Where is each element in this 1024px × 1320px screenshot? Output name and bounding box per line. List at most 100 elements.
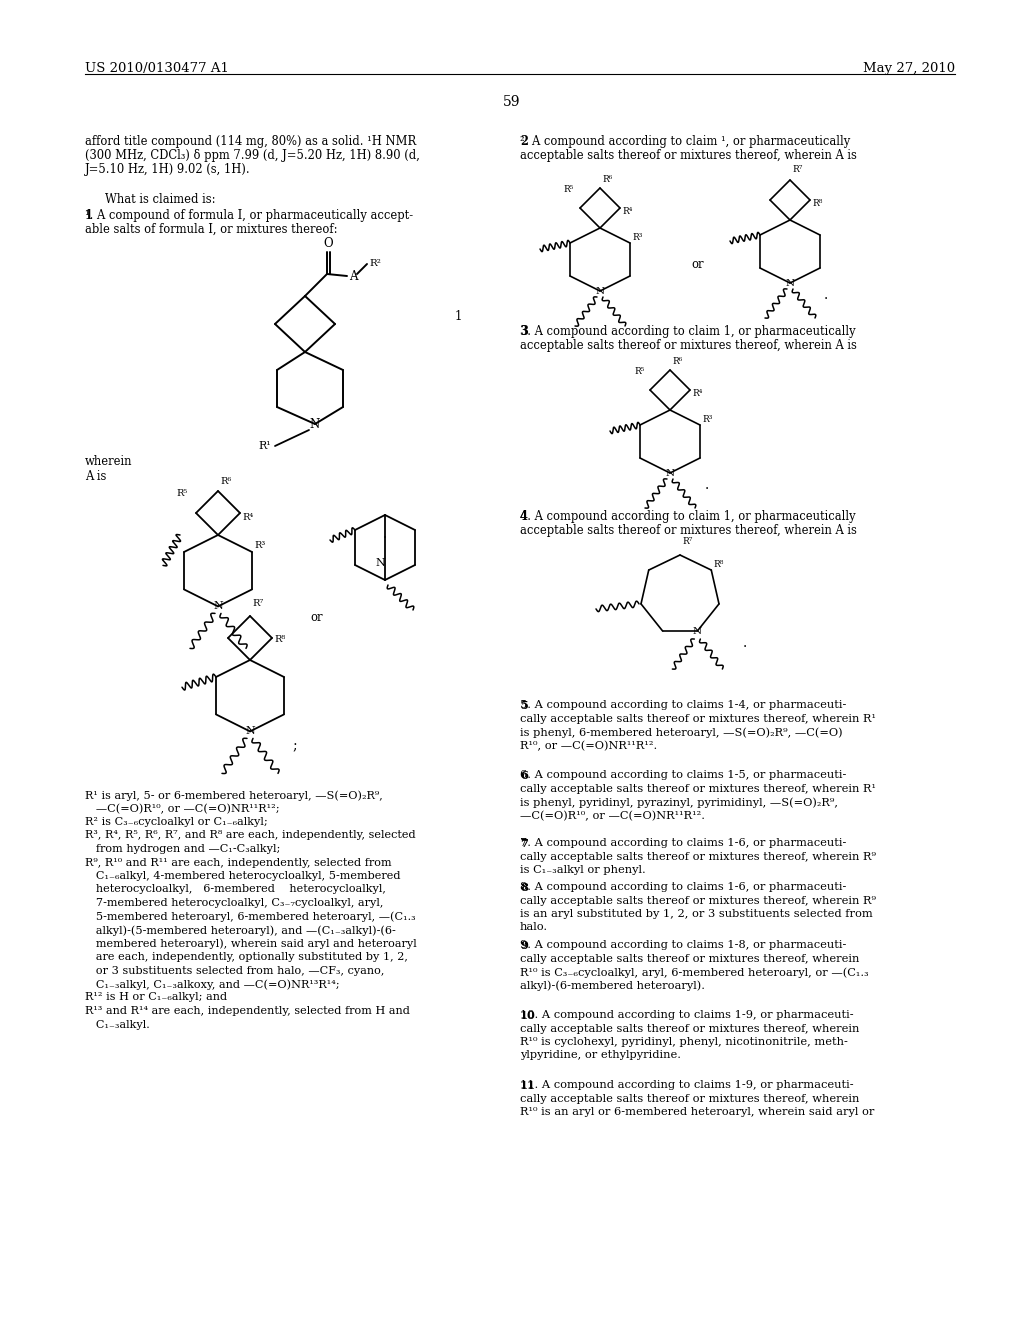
Text: is an aryl substituted by 1, 2, or 3 substituents selected from: is an aryl substituted by 1, 2, or 3 sub… [520,909,872,919]
Text: N: N [375,558,385,568]
Text: US 2010/0130477 A1: US 2010/0130477 A1 [85,62,229,75]
Text: R⁶: R⁶ [672,358,682,367]
Text: R⁷: R⁷ [682,536,692,545]
Text: N: N [245,726,255,737]
Text: 8. A compound according to claims 1-6, or pharmaceuti-: 8. A compound according to claims 1-6, o… [520,882,847,892]
Text: wherein: wherein [85,455,132,469]
Text: 4. A compound according to claim 1, or pharmaceutically: 4. A compound according to claim 1, or p… [520,510,856,523]
Text: afford title compound (114 mg, 80%) as a solid. ¹H NMR: afford title compound (114 mg, 80%) as a… [85,135,416,148]
Text: R¹³ and R¹⁴ are each, independently, selected from H and: R¹³ and R¹⁴ are each, independently, sel… [85,1006,410,1016]
Text: heterocycloalkyl,   6-membered    heterocycloalkyl,: heterocycloalkyl, 6-membered heterocyclo… [85,884,386,895]
Text: 10. A compound according to claims 1-9, or pharmaceuti-: 10. A compound according to claims 1-9, … [520,1010,854,1020]
Text: —C(=O)R¹⁰, or —C(=O)NR¹¹R¹²;: —C(=O)R¹⁰, or —C(=O)NR¹¹R¹²; [85,804,280,814]
Text: 10: 10 [520,1010,536,1020]
Text: R¹⁰ is C₃₋₆cycloalkyl, aryl, 6-membered heteroaryl, or —(C₁.₃: R¹⁰ is C₃₋₆cycloalkyl, aryl, 6-membered … [520,968,868,978]
Text: R²: R² [369,260,381,268]
Text: is phenyl, 6-membered heteroaryl, —S(=O)₂R⁹, —C(=O): is phenyl, 6-membered heteroaryl, —S(=O)… [520,727,843,738]
Text: R⁴: R⁴ [622,206,633,215]
Text: C₁₋₃alkyl, C₁₋₃alkoxy, and —C(=O)NR¹³R¹⁴;: C₁₋₃alkyl, C₁₋₃alkoxy, and —C(=O)NR¹³R¹⁴… [85,979,340,990]
Text: R⁴: R⁴ [242,512,253,521]
Text: 2: 2 [520,135,528,148]
Text: R⁷: R⁷ [252,599,263,609]
Text: halo.: halo. [520,923,548,932]
Text: R⁵: R⁵ [635,367,645,376]
Text: cally acceptable salts thereof or mixtures thereof, wherein R⁹: cally acceptable salts thereof or mixtur… [520,895,876,906]
Text: R³: R³ [702,414,713,424]
Text: 5-membered heteroaryl, 6-membered heteroaryl, —(C₁.₃: 5-membered heteroaryl, 6-membered hetero… [85,912,416,923]
Text: R⁵: R⁵ [563,186,574,194]
Text: 5: 5 [520,700,527,711]
Text: .: . [705,478,710,492]
Text: cally acceptable salts thereof or mixtures thereof, wherein: cally acceptable salts thereof or mixtur… [520,1023,859,1034]
Text: May 27, 2010: May 27, 2010 [863,62,955,75]
Text: N: N [666,469,675,478]
Text: R³, R⁴, R⁵, R⁶, R⁷, and R⁸ are each, independently, selected: R³, R⁴, R⁵, R⁶, R⁷, and R⁸ are each, ind… [85,830,416,841]
Text: 3: 3 [520,325,528,338]
Text: R⁸: R⁸ [274,635,286,644]
Text: acceptable salts thereof or mixtures thereof, wherein A is: acceptable salts thereof or mixtures the… [520,339,857,352]
Text: alkyl)-(6-membered heteroaryl).: alkyl)-(6-membered heteroaryl). [520,981,705,991]
Text: R¹ is aryl, 5- or 6-membered heteroaryl, —S(=O)₂R⁹,: R¹ is aryl, 5- or 6-membered heteroaryl,… [85,789,383,800]
Text: ². A compound according to claim ¹, or pharmaceutically: ². A compound according to claim ¹, or p… [520,135,850,148]
Text: What is claimed is:: What is claimed is: [105,193,215,206]
Text: is C₁₋₃alkyl or phenyl.: is C₁₋₃alkyl or phenyl. [520,865,646,875]
Text: ¹. A compound of formula I, or pharmaceutically accept-: ¹. A compound of formula I, or pharmaceu… [85,209,413,222]
Text: ;: ; [292,739,297,754]
Text: C₁₋₆alkyl, 4-membered heterocycloalkyl, 5-membered: C₁₋₆alkyl, 4-membered heterocycloalkyl, … [85,871,400,880]
Text: acceptable salts thereof or mixtures thereof, wherein A is: acceptable salts thereof or mixtures the… [520,149,857,162]
Text: R² is C₃₋₆cycloalkyl or C₁₋₆alkyl;: R² is C₃₋₆cycloalkyl or C₁₋₆alkyl; [85,817,267,828]
Text: 6. A compound according to claims 1-5, or pharmaceuti-: 6. A compound according to claims 1-5, o… [520,770,847,780]
Text: N: N [595,286,604,296]
Text: cally acceptable salts thereof or mixtures thereof, wherein R¹: cally acceptable salts thereof or mixtur… [520,714,876,723]
Text: (300 MHz, CDCl₃) δ ppm 7.99 (d, J=5.20 Hz, 1H) 8.90 (d,: (300 MHz, CDCl₃) δ ppm 7.99 (d, J=5.20 H… [85,149,420,162]
Text: is phenyl, pyridinyl, pyrazinyl, pyrimidinyl, —S(=O)₂R⁹,: is phenyl, pyridinyl, pyrazinyl, pyrimid… [520,797,838,808]
Text: R¹⁰, or —C(=O)NR¹¹R¹².: R¹⁰, or —C(=O)NR¹¹R¹². [520,741,657,751]
Text: O: O [324,238,333,249]
Text: 5. A compound according to claims 1-4, or pharmaceuti-: 5. A compound according to claims 1-4, o… [520,700,847,710]
Text: R⁶: R⁶ [602,176,612,185]
Text: —C(=O)R¹⁰, or —C(=O)NR¹¹R¹².: —C(=O)R¹⁰, or —C(=O)NR¹¹R¹². [520,810,705,821]
Text: 11: 11 [520,1080,536,1092]
Text: R¹² is H or C₁₋₆alkyl; and: R¹² is H or C₁₋₆alkyl; and [85,993,227,1002]
Text: .: . [824,288,828,302]
Text: or: or [692,257,705,271]
Text: membered heteroaryl), wherein said aryl and heteroaryl: membered heteroaryl), wherein said aryl … [85,939,417,949]
Text: R⁸: R⁸ [714,560,724,569]
Text: 1: 1 [85,209,93,222]
Text: or 3 substituents selected from halo, —CF₃, cyano,: or 3 substituents selected from halo, —C… [85,965,384,975]
Text: cally acceptable salts thereof or mixtures thereof, wherein: cally acceptable salts thereof or mixtur… [520,1093,859,1104]
Text: R⁸: R⁸ [812,198,822,207]
Text: able salts of formula I, or mixtures thereof:: able salts of formula I, or mixtures the… [85,223,338,236]
Text: alkyl)-(5-membered heteroaryl), and —(C₁₋₃alkyl)-(6-: alkyl)-(5-membered heteroaryl), and —(C₁… [85,925,395,936]
Text: from hydrogen and —C₁-C₃alkyl;: from hydrogen and —C₁-C₃alkyl; [85,843,281,854]
Text: 7-membered heterocycloalkyl, C₃₋₇cycloalkyl, aryl,: 7-membered heterocycloalkyl, C₃₋₇cycloal… [85,898,383,908]
Text: R⁵: R⁵ [177,488,188,498]
Text: are each, independently, optionally substituted by 1, 2,: are each, independently, optionally subs… [85,952,408,962]
Text: R⁹, R¹⁰ and R¹¹ are each, independently, selected from: R⁹, R¹⁰ and R¹¹ are each, independently,… [85,858,391,867]
Text: 6: 6 [520,770,528,781]
Text: 59: 59 [503,95,521,110]
Text: R¹⁰ is cyclohexyl, pyridinyl, phenyl, nicotinonitrile, meth-: R¹⁰ is cyclohexyl, pyridinyl, phenyl, ni… [520,1038,848,1047]
Text: N: N [785,279,795,288]
Text: 9. A compound according to claims 1-8, or pharmaceuti-: 9. A compound according to claims 1-8, o… [520,940,847,950]
Text: R¹: R¹ [258,441,271,451]
Text: R⁷: R⁷ [792,165,803,174]
Text: 11. A compound according to claims 1-9, or pharmaceuti-: 11. A compound according to claims 1-9, … [520,1080,854,1090]
Text: R⁴: R⁴ [692,388,702,397]
Text: R³: R³ [632,232,642,242]
Text: ylpyridine, or ethylpyridine.: ylpyridine, or ethylpyridine. [520,1051,681,1060]
Text: 7: 7 [520,838,528,849]
Text: C₁₋₃alkyl.: C₁₋₃alkyl. [85,1019,150,1030]
Text: R⁶: R⁶ [220,477,231,486]
Text: 4: 4 [520,510,528,523]
Text: 1: 1 [455,310,463,323]
Text: .: . [742,636,746,649]
Text: R¹⁰ is an aryl or 6-membered heteroaryl, wherein said aryl or: R¹⁰ is an aryl or 6-membered heteroaryl,… [520,1107,874,1117]
Text: 7. A compound according to claims 1-6, or pharmaceuti-: 7. A compound according to claims 1-6, o… [520,838,847,847]
Text: A: A [349,269,357,282]
Text: N: N [213,602,223,611]
Text: 9: 9 [520,940,528,950]
Text: 3. A compound according to claim 1, or pharmaceutically: 3. A compound according to claim 1, or p… [520,325,856,338]
Text: N: N [693,627,701,635]
Text: cally acceptable salts thereof or mixtures thereof, wherein R¹: cally acceptable salts thereof or mixtur… [520,784,876,793]
